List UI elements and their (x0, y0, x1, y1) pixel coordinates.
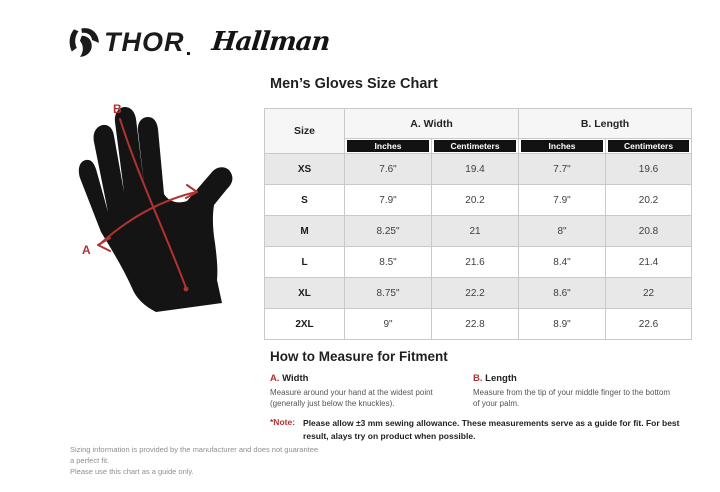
width-in-cell: 8.25" (344, 215, 432, 247)
header-width-centimeters: Centimeters (430, 138, 520, 154)
disclaimer-line-2: Please use this chart as a guide only. (70, 466, 194, 476)
width-arrow-right-icon (185, 184, 198, 199)
width-in-cell: 9" (344, 308, 432, 340)
width-in-cell: 7.6" (344, 153, 432, 185)
label-b: B (113, 102, 122, 116)
header-length-group: B. Length (518, 108, 693, 139)
width-cm-cell: 19.4 (430, 153, 520, 185)
width-instruction-label: A. Width (270, 373, 473, 384)
size-chart-table: Size A. Width B. Length Inches Centimete… (264, 108, 693, 340)
width-in-cell: 8.75" (344, 277, 432, 309)
length-in-cell: 8.4" (518, 246, 607, 278)
sizing-disclaimer: Sizing information is provided by the ma… (70, 445, 320, 478)
table-row-s: S 7.9" 20.2 7.9" 20.2 (264, 184, 693, 216)
length-cm-cell: 19.6 (605, 153, 693, 185)
length-in-cell: 7.7" (518, 153, 607, 185)
measure-instructions: A. Width Measure around your hand at the… (270, 373, 691, 409)
length-in-cell: 8" (518, 215, 607, 247)
width-arrow-left-icon (97, 237, 111, 252)
length-in-cell: 7.9" (518, 184, 607, 216)
size-cell: M (264, 215, 345, 247)
size-cell: XL (264, 277, 345, 309)
hallman-logo: Hallman (209, 27, 331, 57)
brand-logos: THOR Hallman (66, 24, 331, 60)
width-cm-cell: 21.6 (430, 246, 520, 278)
header-size: Size (264, 108, 345, 154)
length-cm-cell: 21.4 (605, 246, 693, 278)
length-cm-cell: 22 (605, 277, 693, 309)
thor-helmet-icon (69, 28, 99, 57)
length-instruction-text: Measure from the tip of your middle fing… (473, 388, 670, 409)
glove-silhouette (78, 107, 233, 312)
length-cm-cell: 20.8 (605, 215, 693, 247)
width-cm-cell: 21 (430, 215, 520, 247)
length-word: Length (485, 373, 517, 384)
header-length-inches: Inches (518, 138, 607, 154)
size-chart-title: Men’s Gloves Size Chart (270, 76, 438, 92)
length-in-cell: 8.9" (518, 308, 607, 340)
size-cell: S (264, 184, 345, 216)
length-instruction: B. Length Measure from the tip of your m… (473, 373, 691, 409)
width-measure-line (99, 191, 197, 245)
note-text: Please allow ±3 mm sewing allowance. The… (303, 418, 680, 441)
thor-logo: THOR (66, 24, 190, 60)
size-cell: L (264, 246, 345, 278)
length-in-cell: 8.6" (518, 277, 607, 309)
table-row-m: M 8.25" 21 8" 20.8 (264, 215, 693, 247)
width-cm-cell: 22.8 (430, 308, 520, 340)
disclaimer-line-1: Sizing information is provided by the ma… (70, 445, 319, 465)
table-row-2xl: 2XL 9" 22.8 8.9" 22.6 (264, 308, 693, 340)
thor-logo-dot (186, 52, 190, 55)
unit-header-row: Inches Centimeters Inches Centimeters (265, 138, 693, 154)
table-row-xl: XL 8.75" 22.2 8.6" 22 (264, 277, 693, 309)
note-label: *Note: (270, 417, 296, 427)
width-in-cell: 8.5" (344, 246, 432, 278)
header-width-group: A. Width (343, 108, 520, 139)
size-cell: XS (264, 153, 345, 185)
table-row-xs: XS 7.6" 19.4 7.7" 19.6 (264, 153, 693, 185)
header-width-inches: Inches (344, 138, 432, 154)
length-instruction-label: B. Length (473, 373, 691, 384)
length-cm-cell: 22.6 (605, 308, 693, 340)
width-in-cell: 7.9" (344, 184, 432, 216)
group-header-row: Size A. Width B. Length (264, 108, 693, 154)
length-letter: B. (473, 373, 483, 384)
length-cm-cell: 20.2 (605, 184, 693, 216)
width-instruction: A. Width Measure around your hand at the… (270, 373, 473, 409)
table-row-l: L 8.5" 21.6 8.4" 21.4 (264, 246, 693, 278)
width-instruction-text: Measure around your hand at the widest p… (270, 388, 433, 409)
thor-logo-text: THOR (104, 26, 185, 57)
size-cell: 2XL (264, 308, 345, 340)
length-line-endpoint (183, 286, 189, 292)
howto-title: How to Measure for Fitment (270, 349, 448, 364)
fitment-note: *Note: Please allow ±3 mm sewing allowan… (270, 417, 695, 443)
glove-measurement-diagram: B A (56, 84, 256, 334)
width-cm-cell: 22.2 (430, 277, 520, 309)
width-letter: A. (270, 373, 280, 384)
header-length-centimeters: Centimeters (605, 138, 693, 154)
width-cm-cell: 20.2 (430, 184, 520, 216)
width-word: Width (282, 373, 309, 384)
label-a: A (82, 243, 91, 257)
